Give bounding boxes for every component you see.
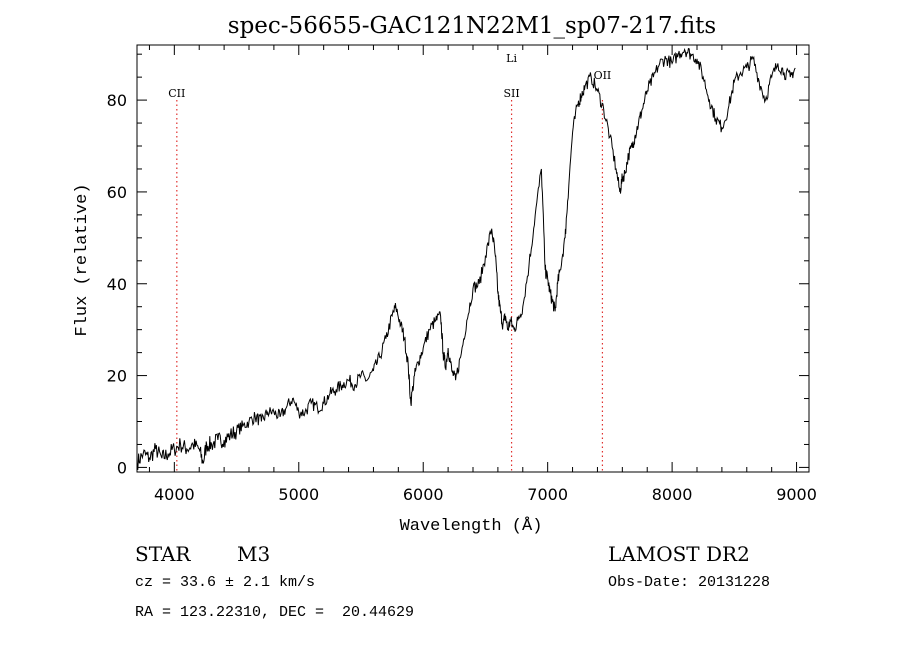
plot-frame	[136, 44, 810, 473]
x-axis-label: Wavelength (Å)	[400, 517, 543, 536]
x-tick-label: 7000	[527, 485, 568, 504]
object-class: STAR	[135, 542, 191, 566]
observation-date: Obs-Date: 20131228	[608, 574, 771, 591]
y-tick-label: 20	[107, 367, 127, 386]
y-tick-label: 40	[107, 275, 127, 294]
y-axis-ticks: 0 20 40 60 80	[107, 53, 809, 477]
line-markers: CII Li SII OII	[168, 52, 611, 472]
x-tick-label: 8000	[652, 485, 693, 504]
line-marker-label-sii: SII	[503, 87, 519, 100]
x-axis-ticks: 4000 5000 6000 7000 8000 9000	[148, 45, 817, 504]
line-marker-label-cii: CII	[168, 87, 185, 100]
y-tick-label: 0	[117, 458, 127, 477]
x-tick-label: 6000	[403, 485, 444, 504]
line-marker-label-oii: OII	[594, 69, 612, 82]
y-tick-label: 60	[107, 183, 127, 202]
chart-title: spec-56655-GAC121N22M1_sp07-217.fits	[228, 13, 716, 39]
coordinates: RA = 123.22310, DEC = 20.44629	[135, 604, 415, 621]
spectrum-line	[136, 47, 796, 470]
survey-name: LAMOST DR2	[608, 542, 750, 566]
y-axis-label: Flux (relative)	[73, 183, 92, 336]
redshift-value: cz = 33.6 ± 2.1 km/s	[135, 574, 316, 591]
x-tick-label: 4000	[154, 485, 195, 504]
object-subclass: M3	[237, 542, 271, 566]
x-tick-label: 5000	[278, 485, 319, 504]
x-tick-label: 9000	[776, 485, 817, 504]
line-marker-label-li: Li	[506, 52, 517, 65]
y-tick-label: 80	[107, 91, 127, 110]
